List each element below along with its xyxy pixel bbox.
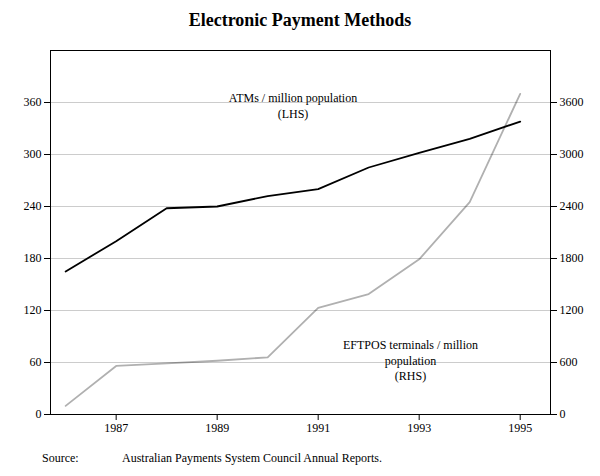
svg-text:1993: 1993	[407, 421, 431, 435]
svg-text:1200: 1200	[560, 303, 584, 317]
html-text:Australian Payments System Cou: Australian Payments System Council Annua…	[122, 451, 382, 465]
html-text:Electronic Payment Methods: Electronic Payment Methods	[188, 10, 412, 30]
svg-text:180: 180	[24, 251, 42, 265]
html-text:Source:: Source:	[42, 451, 79, 465]
svg-text:ATMs / million population(LHS): ATMs / million population(LHS)	[229, 91, 357, 121]
svg-text:0: 0	[36, 407, 42, 421]
svg-text:120: 120	[24, 303, 42, 317]
svg-text:2400: 2400	[560, 199, 584, 213]
svg-text:0: 0	[560, 407, 566, 421]
svg-text:EFTPOS terminals / millionpopu: EFTPOS terminals / millionpopulation(RHS…	[343, 338, 478, 383]
svg-text:600: 600	[560, 355, 578, 369]
svg-text:3600: 3600	[560, 95, 584, 109]
svg-text:1991: 1991	[306, 421, 330, 435]
svg-text:3000: 3000	[560, 147, 584, 161]
svg-text:240: 240	[24, 199, 42, 213]
svg-text:300: 300	[24, 147, 42, 161]
svg-text:1800: 1800	[560, 251, 584, 265]
svg-text:1995: 1995	[508, 421, 532, 435]
svg-text:360: 360	[24, 95, 42, 109]
svg-text:1989: 1989	[205, 421, 229, 435]
svg-text:1987: 1987	[104, 421, 128, 435]
svg-text:60: 60	[30, 355, 42, 369]
